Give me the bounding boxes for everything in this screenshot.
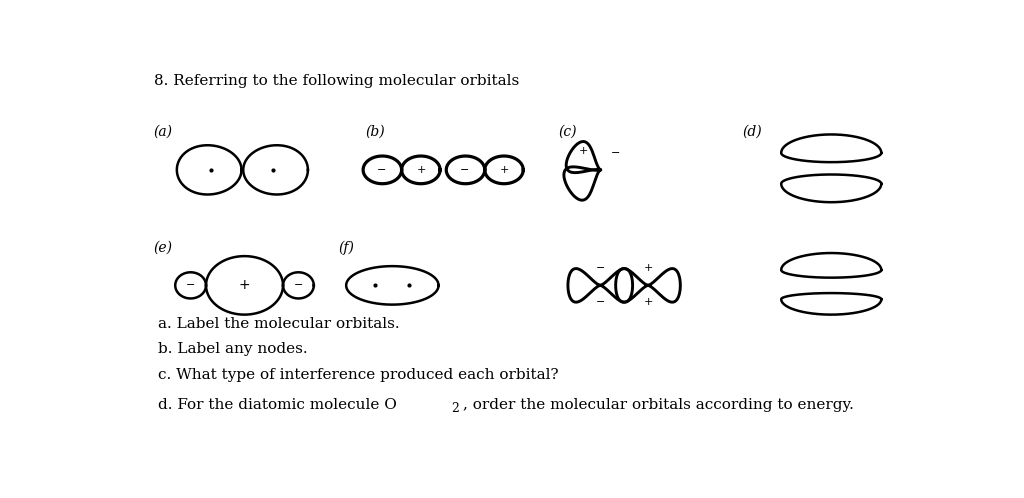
Text: (a): (a) <box>154 125 173 139</box>
Polygon shape <box>175 272 206 298</box>
Polygon shape <box>206 256 283 315</box>
Text: +: + <box>500 165 510 175</box>
Text: (b): (b) <box>366 125 385 139</box>
Polygon shape <box>781 253 882 278</box>
Polygon shape <box>484 156 523 184</box>
Polygon shape <box>244 145 308 195</box>
Text: +: + <box>239 278 250 292</box>
Polygon shape <box>401 156 440 184</box>
Polygon shape <box>781 174 882 202</box>
Text: b. Label any nodes.: b. Label any nodes. <box>158 342 307 356</box>
Text: −: − <box>186 280 196 290</box>
Polygon shape <box>446 156 484 184</box>
Text: −: − <box>596 263 605 273</box>
Text: (c): (c) <box>558 125 577 139</box>
Text: +: + <box>643 263 652 273</box>
Polygon shape <box>615 268 648 302</box>
Polygon shape <box>781 134 882 162</box>
Polygon shape <box>283 272 313 298</box>
Text: (e): (e) <box>154 241 173 254</box>
Polygon shape <box>564 167 600 200</box>
Text: +: + <box>579 145 588 155</box>
Text: +: + <box>643 297 652 307</box>
Polygon shape <box>568 268 600 302</box>
Text: (d): (d) <box>742 125 762 139</box>
Text: a. Label the molecular orbitals.: a. Label the molecular orbitals. <box>158 317 399 331</box>
Text: −: − <box>596 297 605 307</box>
Text: c. What type of interference produced each orbital?: c. What type of interference produced ea… <box>158 369 558 382</box>
Text: −: − <box>294 280 303 290</box>
Text: d. For the diatomic molecule O: d. For the diatomic molecule O <box>158 398 396 412</box>
Polygon shape <box>566 141 600 173</box>
Text: 8. Referring to the following molecular orbitals: 8. Referring to the following molecular … <box>154 74 519 88</box>
Polygon shape <box>600 268 633 302</box>
Text: −: − <box>611 148 621 158</box>
Text: −: − <box>377 165 386 175</box>
Text: −: − <box>460 165 469 175</box>
Polygon shape <box>781 293 882 315</box>
Polygon shape <box>364 156 401 184</box>
Polygon shape <box>346 266 438 305</box>
Text: , order the molecular orbitals according to energy.: , order the molecular orbitals according… <box>463 398 854 412</box>
Text: (f): (f) <box>339 240 354 254</box>
Polygon shape <box>177 145 242 195</box>
Polygon shape <box>648 268 680 302</box>
Text: 2: 2 <box>452 402 460 415</box>
Text: +: + <box>417 165 426 175</box>
